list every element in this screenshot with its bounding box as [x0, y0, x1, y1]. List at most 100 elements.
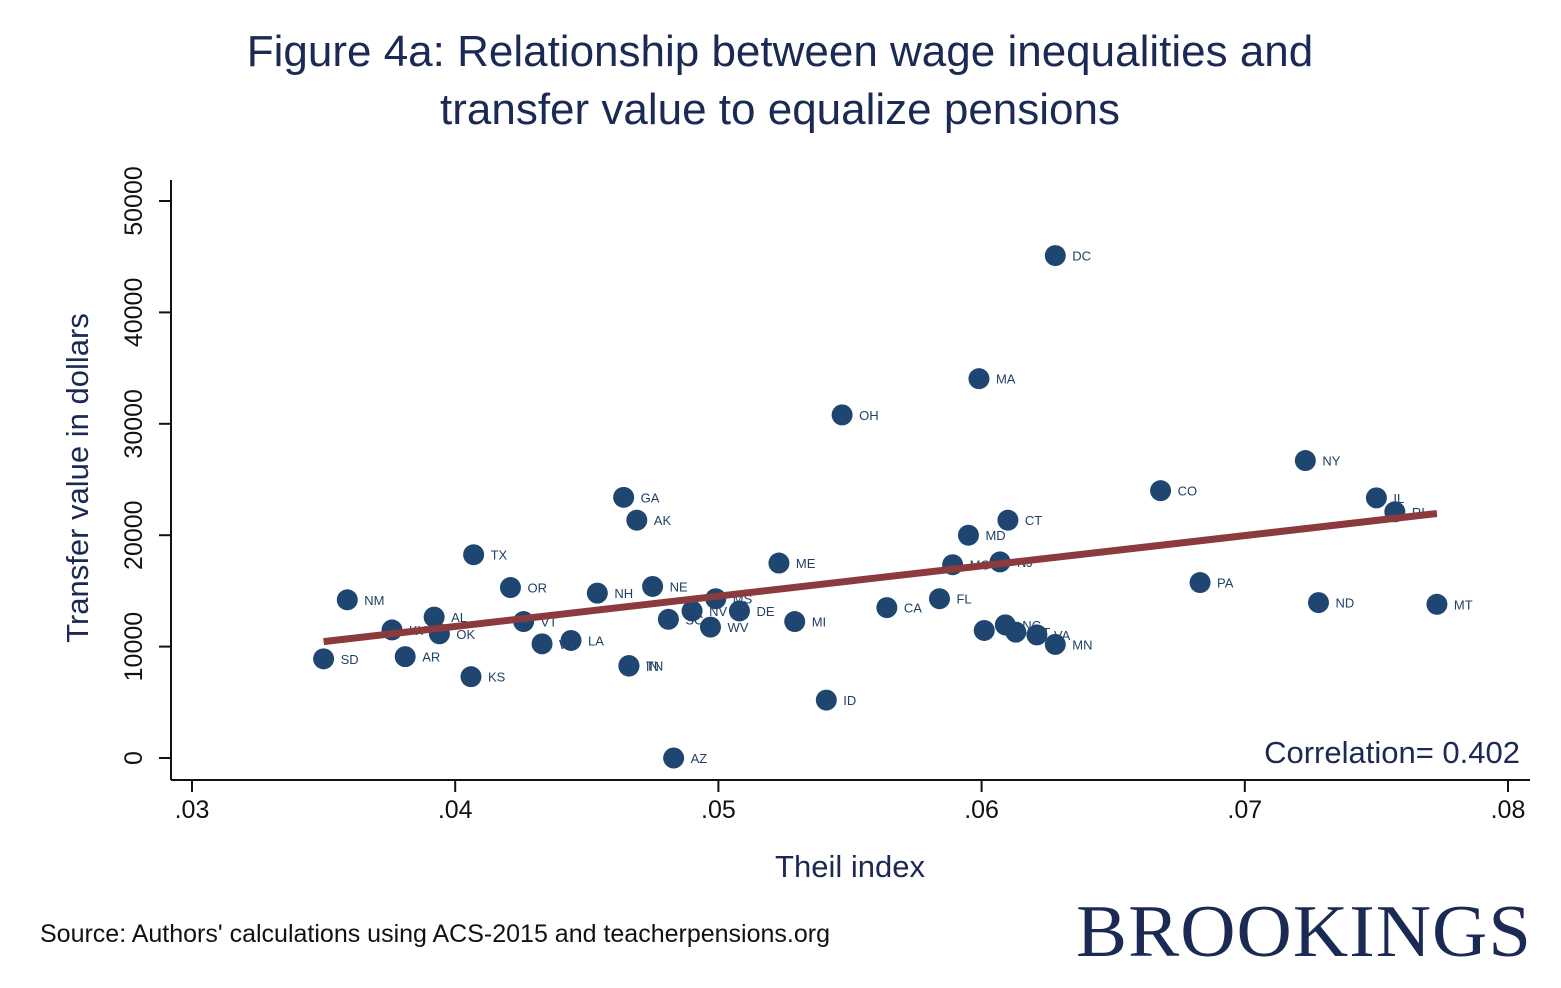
point-label-nh: NH	[614, 586, 633, 601]
point-label-sc: SC	[685, 612, 703, 627]
data-point-nd	[1307, 592, 1329, 614]
data-point-sd	[313, 648, 335, 670]
source-note: Source: Authors' calculations using ACS-…	[40, 920, 830, 948]
point-label-tx: TX	[491, 548, 508, 563]
y-axis-title: Transfer value in dollars	[60, 313, 95, 643]
point-label-al: AL	[451, 610, 467, 625]
data-point-az	[663, 747, 685, 769]
point-label-nd: ND	[1335, 596, 1354, 611]
data-point-nh	[586, 582, 608, 604]
data-point-ak	[626, 509, 648, 531]
y-ticks: 0 10000 20000 30000 40000 50000	[120, 166, 171, 765]
data-point-ny	[1294, 450, 1316, 472]
point-label-ar: AR	[422, 650, 440, 665]
data-point-ca	[876, 597, 898, 619]
point-label-wv: WV	[728, 620, 749, 635]
x-tick-label: .07	[1227, 796, 1262, 824]
point-label-id: ID	[843, 693, 856, 708]
point-label-oh: OH	[859, 408, 879, 423]
point-label-sd: SD	[341, 652, 359, 667]
point-label-ga: GA	[641, 490, 660, 505]
data-point-wv	[700, 616, 722, 638]
point-label-ny: NY	[1322, 454, 1340, 469]
x-ticks: .03 .04 .05 .06 .07 .08	[175, 780, 1526, 824]
point-label-co: CO	[1178, 484, 1198, 499]
point-label-ak: AK	[654, 513, 672, 528]
point-label-md: MD	[985, 528, 1005, 543]
point-label-mi: MI	[812, 615, 826, 630]
data-point-mi	[784, 611, 806, 633]
point-label-tn: TN	[646, 659, 663, 674]
fit-line-group	[323, 509, 1438, 646]
chart-title-line-1: Figure 4a: Relationship between wage ine…	[247, 27, 1313, 76]
x-tick-label: .03	[175, 796, 210, 824]
data-point-la	[560, 629, 582, 651]
data-point-ne	[642, 575, 664, 597]
data-point-in	[618, 655, 640, 677]
brookings-logo: BROOKINGS	[1076, 891, 1532, 973]
data-point-ma	[968, 368, 990, 390]
data-point-dc	[1044, 245, 1066, 267]
x-tick-label: .08	[1491, 796, 1526, 824]
data-point-pa	[1189, 572, 1211, 594]
point-label-ct: CT	[1025, 513, 1042, 528]
point-label-mn: MN	[1072, 637, 1092, 652]
y-tick-label: 0	[120, 751, 148, 765]
data-point-fl	[928, 588, 950, 610]
x-axis-title: Theil index	[775, 849, 925, 884]
data-point-ks	[460, 666, 482, 688]
data-points: DCMAOHNYCOILRIGAAKCTMDTXMEMONJPAORNENHNM…	[313, 245, 1473, 769]
y-tick-label: 30000	[120, 389, 148, 459]
data-point-oh	[831, 404, 853, 426]
data-point-nm	[336, 589, 358, 611]
point-label-in: IN	[646, 659, 659, 674]
correlation-annotation: Correlation= 0.402	[1264, 735, 1520, 770]
point-label-ks: KS	[488, 670, 506, 685]
point-label-or: OR	[527, 581, 547, 596]
point-label-pa: PA	[1217, 576, 1234, 591]
data-point-nv	[681, 600, 703, 622]
data-point-ct	[997, 509, 1019, 531]
point-label-il: IL	[1393, 491, 1404, 506]
data-point-co	[1150, 480, 1172, 502]
data-point-mt	[1426, 593, 1448, 615]
point-label-ma: MA	[996, 372, 1016, 387]
x-tick-label: .06	[964, 796, 999, 824]
data-point-il	[1365, 487, 1387, 509]
point-label-fl: FL	[956, 592, 971, 607]
point-label-wy: WY	[559, 637, 580, 652]
point-label-me: ME	[796, 556, 816, 571]
data-point-va	[1026, 624, 1048, 646]
data-point-tx	[463, 544, 485, 566]
data-point-de	[728, 600, 750, 622]
point-label-ca: CA	[904, 601, 922, 616]
data-point-ar	[394, 646, 416, 668]
data-point-ut	[1005, 621, 1027, 643]
y-tick-label: 40000	[120, 278, 148, 348]
point-label-ok: OK	[456, 627, 475, 642]
axes	[170, 180, 1530, 781]
data-point-wy	[531, 633, 553, 655]
chart-title-line-2: transfer value to equalize pensions	[440, 85, 1120, 134]
point-label-nm: NM	[364, 593, 384, 608]
data-point-md	[957, 524, 979, 546]
y-tick-label: 10000	[120, 612, 148, 682]
data-point-or	[499, 577, 521, 599]
data-point-mn	[1044, 633, 1066, 655]
fit-line	[323, 509, 1438, 646]
point-label-mt: MT	[1454, 597, 1473, 612]
point-label-dc: DC	[1072, 249, 1091, 264]
data-point-me	[768, 552, 790, 574]
point-label-de: DE	[756, 604, 774, 619]
point-label-ne: NE	[670, 579, 688, 594]
point-label-la: LA	[588, 633, 604, 648]
y-tick-label: 50000	[120, 166, 148, 236]
data-point-ga	[613, 486, 635, 508]
data-point-id	[815, 689, 837, 711]
point-label-az: AZ	[691, 751, 708, 766]
y-tick-label: 20000	[120, 500, 148, 570]
point-label-nv: NV	[709, 604, 727, 619]
data-point-wi	[973, 619, 995, 641]
x-tick-label: .05	[701, 796, 736, 824]
